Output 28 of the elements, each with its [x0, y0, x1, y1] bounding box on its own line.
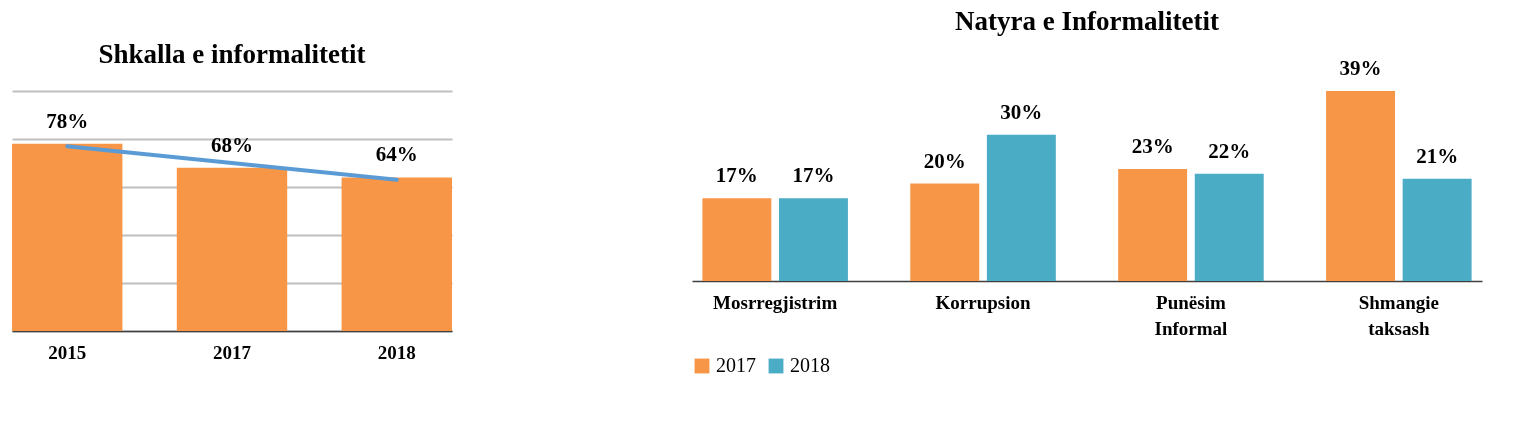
data-label: 68%	[211, 132, 253, 157]
bar	[702, 198, 772, 281]
x-tick-label: Shmangie taksash	[1358, 291, 1439, 339]
data-label: 17%	[715, 163, 758, 188]
x-tick-label: 2015	[48, 341, 87, 363]
x-tick-label: 2017	[213, 341, 252, 363]
data-label: 21%	[1416, 143, 1459, 168]
bar	[1194, 173, 1264, 281]
data-label: 39%	[1339, 56, 1382, 80]
data-label: 20%	[923, 148, 966, 173]
bar	[910, 183, 980, 281]
x-tick-label: Mosrregjistrim	[713, 291, 838, 313]
chart-title: Shkalla e informalitetit	[98, 39, 366, 69]
x-tick-label: 2018	[377, 341, 416, 363]
bar	[1118, 168, 1188, 281]
data-label: 64%	[375, 142, 418, 167]
chart-title: Natyra e Informalitetit	[955, 6, 1219, 36]
data-label: 22%	[1208, 138, 1251, 163]
x-tick-label: Korrupsion	[935, 291, 1031, 313]
bar	[986, 134, 1056, 281]
data-label: 30%	[1000, 99, 1043, 124]
data-label: 23%	[1131, 133, 1174, 158]
x-tick-label: Punësim Informal	[1154, 291, 1228, 339]
bar	[1326, 91, 1396, 281]
bar	[778, 198, 848, 281]
data-label: 17%	[792, 163, 835, 188]
data-label: 78%	[46, 108, 89, 133]
bar	[1402, 178, 1472, 281]
